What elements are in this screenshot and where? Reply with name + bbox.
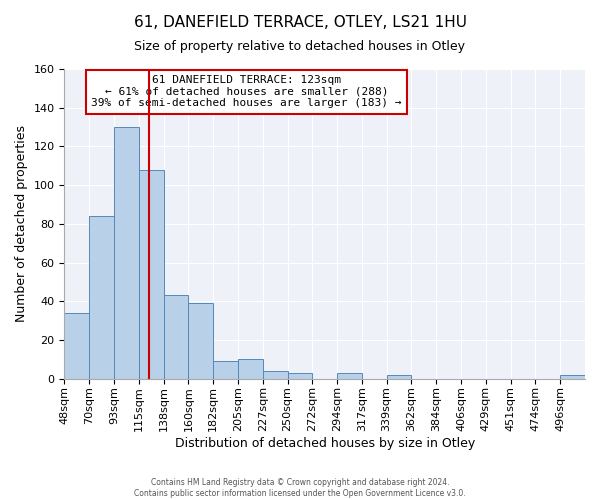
Bar — [238, 360, 263, 378]
Bar — [337, 373, 362, 378]
Bar — [213, 362, 238, 378]
Text: 61, DANEFIELD TERRACE, OTLEY, LS21 1HU: 61, DANEFIELD TERRACE, OTLEY, LS21 1HU — [133, 15, 467, 30]
Bar — [64, 313, 89, 378]
Text: Size of property relative to detached houses in Otley: Size of property relative to detached ho… — [134, 40, 466, 53]
Text: Contains HM Land Registry data © Crown copyright and database right 2024.
Contai: Contains HM Land Registry data © Crown c… — [134, 478, 466, 498]
X-axis label: Distribution of detached houses by size in Otley: Distribution of detached houses by size … — [175, 437, 475, 450]
Bar — [139, 170, 164, 378]
Bar — [263, 371, 287, 378]
Bar — [114, 127, 139, 378]
Bar — [287, 373, 313, 378]
Bar — [89, 216, 114, 378]
Y-axis label: Number of detached properties: Number of detached properties — [15, 126, 28, 322]
Bar — [188, 303, 213, 378]
Bar — [164, 296, 188, 378]
Bar — [560, 375, 585, 378]
Text: 61 DANEFIELD TERRACE: 123sqm
← 61% of detached houses are smaller (288)
39% of s: 61 DANEFIELD TERRACE: 123sqm ← 61% of de… — [91, 75, 402, 108]
Bar — [386, 375, 412, 378]
